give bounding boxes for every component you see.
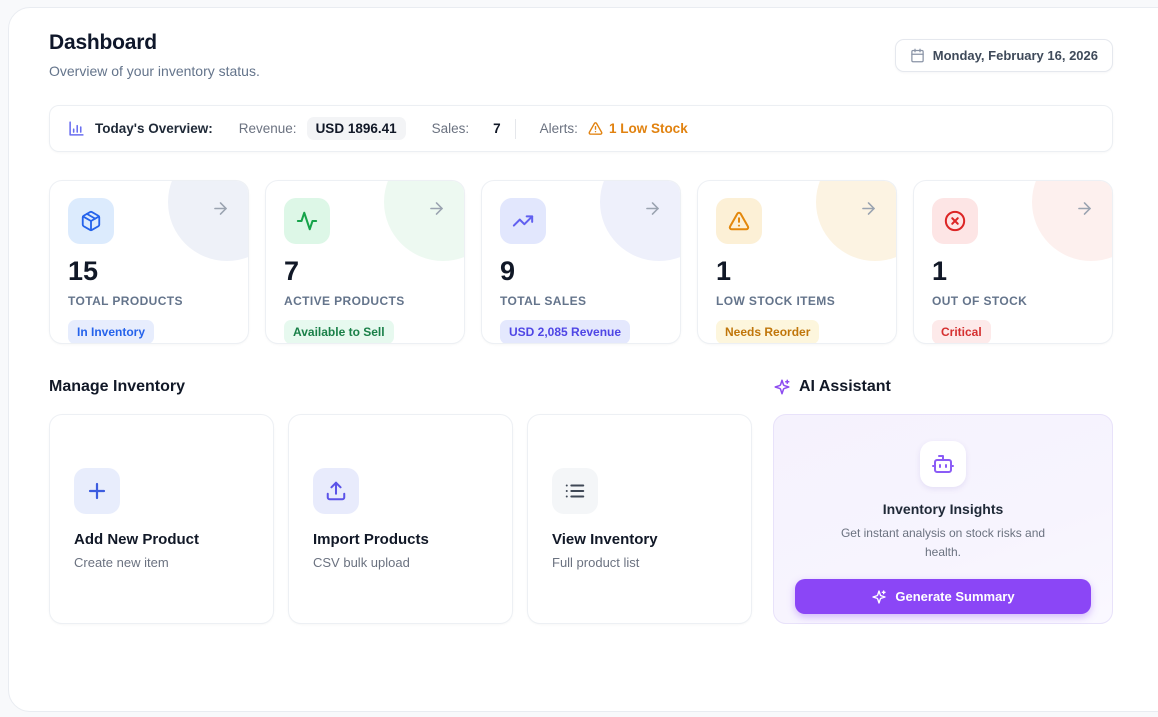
divider <box>514 118 516 139</box>
page-subtitle: Overview of your inventory status. <box>49 63 260 79</box>
alert-triangle-icon <box>716 198 762 244</box>
page-title: Dashboard <box>49 31 157 54</box>
ai-card-description: Get instant analysis on stock risks and … <box>840 526 1046 560</box>
view-inventory-card[interactable]: View Inventory Full product list <box>527 414 752 624</box>
stat-cards: 15 TOTAL PRODUCTS In Inventory 7 ACTIVE … <box>49 180 1113 344</box>
status-badge: In Inventory <box>68 320 155 343</box>
decorative-circle <box>600 181 680 261</box>
stat-card-active-products[interactable]: 7 ACTIVE PRODUCTS Available to Sell <box>265 180 465 344</box>
stat-label: TOTAL SALES <box>500 294 587 308</box>
alert-triangle-icon <box>588 121 603 136</box>
status-badge: Needs Reorder <box>716 320 820 343</box>
stat-label: LOW STOCK ITEMS <box>716 294 836 308</box>
ai-card-title: Inventory Insights <box>882 501 1004 517</box>
overview-title: Today's Overview: <box>95 121 213 136</box>
arrow-right-icon <box>211 199 230 218</box>
plus-icon <box>74 468 120 514</box>
trending-up-icon <box>500 198 546 244</box>
stat-value: 9 <box>500 256 516 286</box>
todays-overview-bar: Today's Overview: Revenue: USD 1896.41 S… <box>49 105 1113 152</box>
activity-icon <box>284 198 330 244</box>
list-icon <box>552 468 598 514</box>
stat-label: TOTAL PRODUCTS <box>68 294 183 308</box>
ai-insights-card: Inventory Insights Get instant analysis … <box>773 414 1113 624</box>
status-badge: Critical <box>932 320 991 343</box>
stat-card-out-of-stock[interactable]: 1 OUT OF STOCK Critical <box>913 180 1113 344</box>
action-title: View Inventory <box>552 531 658 548</box>
stat-label: OUT OF STOCK <box>932 294 1028 308</box>
revenue-label: Revenue: <box>238 121 297 136</box>
alerts-value-wrap: 1 Low Stock <box>588 121 688 136</box>
stat-value: 7 <box>284 256 300 286</box>
manage-inventory-heading: Manage Inventory <box>49 378 186 395</box>
sparkles-icon <box>773 378 791 396</box>
sparkles-icon <box>871 589 887 605</box>
sales-label: Sales: <box>431 121 470 136</box>
bot-icon <box>920 441 966 487</box>
dashboard-panel: Dashboard Overview of your inventory sta… <box>8 7 1158 712</box>
action-subtitle: Full product list <box>552 555 640 570</box>
package-icon <box>68 198 114 244</box>
action-title: Import Products <box>313 531 429 548</box>
stat-card-total-sales[interactable]: 9 TOTAL SALES USD 2,085 Revenue <box>481 180 681 344</box>
import-products-card[interactable]: Import Products CSV bulk upload <box>288 414 513 624</box>
bar-chart-icon <box>68 120 85 137</box>
action-subtitle: CSV bulk upload <box>313 555 410 570</box>
generate-summary-label: Generate Summary <box>895 589 1015 605</box>
header: Dashboard Overview of your inventory sta… <box>49 31 1113 79</box>
decorative-circle <box>816 181 896 261</box>
upload-icon <box>313 468 359 514</box>
ai-assistant-heading: AI Assistant <box>799 378 891 395</box>
status-badge: USD 2,085 Revenue <box>500 320 631 343</box>
stat-value: 1 <box>716 256 732 286</box>
status-badge: Available to Sell <box>284 320 394 343</box>
ai-assistant-section: AI Assistant Inventory Insights Get inst… <box>773 376 1113 624</box>
date-label: Monday, February 16, 2026 <box>932 47 1098 63</box>
decorative-circle <box>168 181 248 261</box>
header-titles: Dashboard Overview of your inventory sta… <box>49 31 260 79</box>
arrow-right-icon <box>427 199 446 218</box>
action-title: Add New Product <box>74 531 200 548</box>
calendar-icon <box>910 48 925 63</box>
stat-card-total-products[interactable]: 15 TOTAL PRODUCTS In Inventory <box>49 180 249 344</box>
alerts-value: 1 Low Stock <box>608 121 688 136</box>
date-button[interactable]: Monday, February 16, 2026 <box>894 38 1113 72</box>
manage-inventory-section: Manage Inventory Add New Product Create … <box>49 376 752 624</box>
generate-summary-button[interactable]: Generate Summary <box>795 579 1091 615</box>
stat-label: ACTIVE PRODUCTS <box>284 294 405 308</box>
decorative-circle <box>384 181 464 261</box>
decorative-circle <box>1032 181 1112 261</box>
revenue-value: USD 1896.41 <box>306 117 406 140</box>
sales-value: 7 <box>493 121 501 136</box>
add-new-product-card[interactable]: Add New Product Create new item <box>49 414 274 624</box>
x-circle-icon <box>932 198 978 244</box>
stat-value: 1 <box>932 256 948 286</box>
arrow-right-icon <box>1075 199 1094 218</box>
action-subtitle: Create new item <box>74 555 169 570</box>
stat-value: 15 <box>68 256 99 286</box>
stat-card-low-stock[interactable]: 1 LOW STOCK ITEMS Needs Reorder <box>697 180 897 344</box>
alerts-label: Alerts: <box>539 121 578 136</box>
arrow-right-icon <box>859 199 878 218</box>
arrow-right-icon <box>643 199 662 218</box>
